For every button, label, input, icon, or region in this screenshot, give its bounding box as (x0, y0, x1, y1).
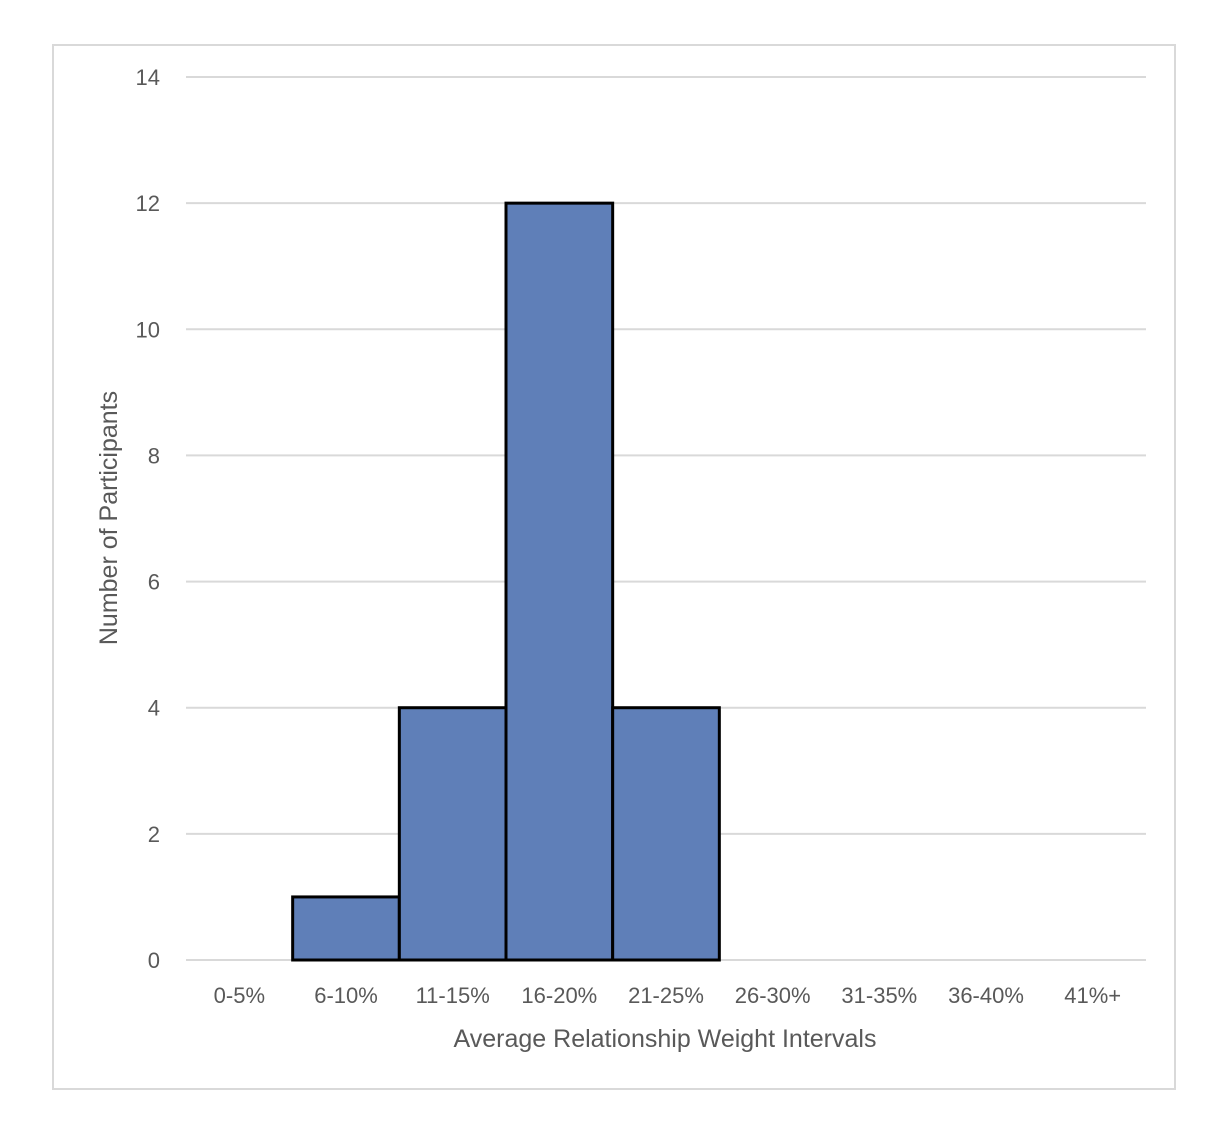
bar-21-25 (611, 706, 721, 962)
x-tick-label: 36-40% (948, 983, 1024, 1008)
x-tick-label: 16-20% (521, 983, 597, 1008)
y-axis-title: Number of Participants (95, 391, 123, 645)
y-tick-label: 0 (148, 948, 160, 973)
x-tick-label: 0-5% (214, 983, 265, 1008)
y-tick-label: 10 (136, 317, 160, 342)
x-tick-label: 41%+ (1064, 983, 1121, 1008)
y-tick-label: 12 (136, 191, 160, 216)
y-tick-label: 4 (148, 696, 160, 721)
bar-16-20 (504, 201, 615, 962)
y-tick-label: 6 (148, 570, 160, 595)
x-tick-label: 31-35% (841, 983, 917, 1008)
bars (291, 201, 721, 962)
y-tick-label: 8 (148, 443, 160, 468)
x-tick-label: 21-25% (628, 983, 704, 1008)
x-tick-label: 11-15% (416, 983, 490, 1008)
bar-6-10 (291, 895, 401, 962)
x-tick-labels: 0-5% 6-10% 11-15% 16-20% 21-25% 26-30% 31-35% 3… (214, 983, 1121, 1008)
bar-11-15 (397, 706, 508, 962)
y-tick-label: 14 (136, 65, 160, 90)
x-tick-label: 26-30% (735, 983, 811, 1008)
x-axis-title: Average Relationship Weight Intervals (454, 1025, 877, 1053)
y-tick-labels: 0 2 4 6 8 10 12 14 (136, 65, 160, 973)
y-tick-label: 2 (148, 822, 160, 847)
x-tick-label: 6-10% (314, 983, 378, 1008)
